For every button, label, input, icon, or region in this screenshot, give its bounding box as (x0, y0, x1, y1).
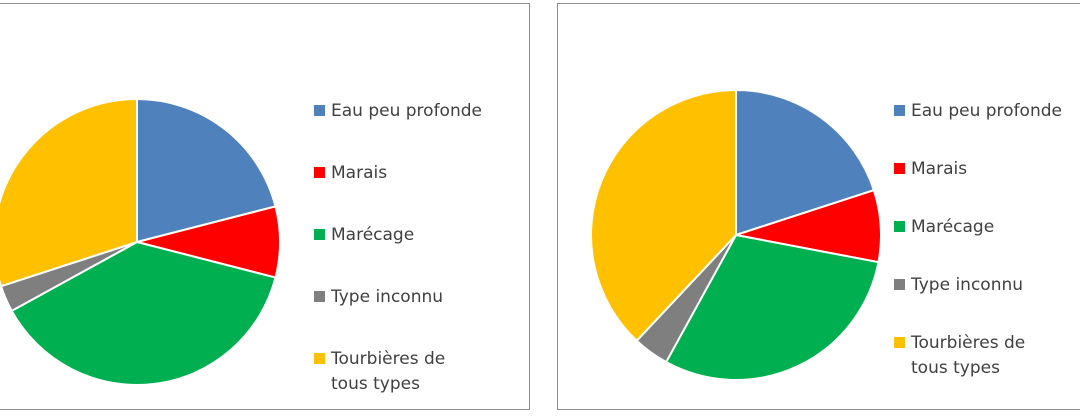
pie-slice-3 (10, 240, 277, 386)
pie-slice-1 (735, 88, 876, 237)
legend-swatch-1 (894, 105, 905, 116)
legend-label-3: Marécage (331, 225, 414, 245)
legend-swatch-5 (894, 337, 905, 348)
legend-label-2: Marais (331, 163, 387, 183)
legend-swatch-5 (314, 353, 325, 364)
legend-swatch-4 (894, 279, 905, 290)
pie-slice-3 (664, 233, 880, 381)
legend-label-4: Type inconnu (330, 287, 443, 307)
pie-chart-count: Eau peu profonde Marais Marécage Type incon… (0, 97, 482, 394)
legend-swatch-2 (894, 163, 905, 174)
chart-panel-area: Eau peu profonde Marais Marécage Type incon… (557, 3, 1080, 410)
pie-slice-1 (136, 97, 277, 244)
legend-swatch-3 (314, 229, 325, 240)
legend-label-1: Eau peu profonde (331, 101, 482, 121)
legend-swatch-4 (314, 291, 325, 302)
pie-chart-area: Eau peu profonde Marais Marécage Type incon… (590, 88, 1062, 381)
legend-label-5: Tourbières de tous types (910, 333, 1025, 378)
legend-swatch-2 (314, 167, 325, 178)
legend-swatch-3 (894, 221, 905, 232)
legend-label-3: Marécage (911, 217, 994, 237)
legend-label-1: Eau peu profonde (911, 101, 1062, 121)
legend-swatch-1 (314, 105, 325, 116)
legend-label-5: Tourbières de tous types (330, 349, 445, 394)
pie-slice-5 (590, 88, 737, 343)
legend-label-4: Type inconnu (910, 275, 1023, 295)
chart-panel-count: Eau peu profonde Marais Marécage Type incon… (0, 3, 530, 410)
pie-slice-5 (0, 97, 138, 288)
legend-label-2: Marais (911, 159, 967, 179)
